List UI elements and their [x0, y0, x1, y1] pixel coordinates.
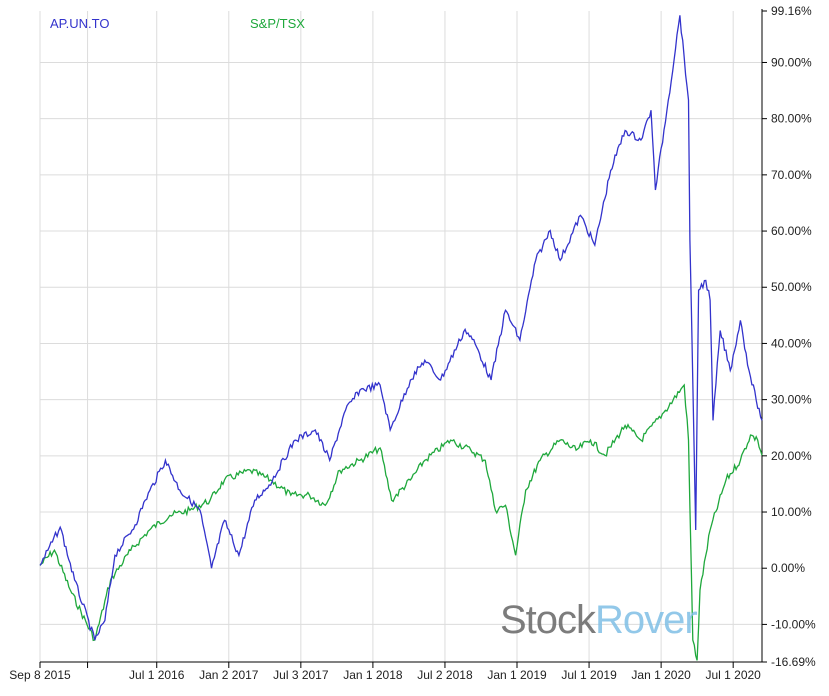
y-tick-label: 80.00% [771, 112, 812, 126]
x-tick-label: Jul 3 2017 [273, 668, 329, 682]
y-tick-label: 40.00% [771, 336, 812, 350]
legend-sp-tsx: S&P/TSX [250, 16, 305, 31]
series-line-ap-un-to [39, 15, 763, 641]
y-tick-label: 50.00% [771, 280, 812, 294]
y-tick-label: 60.00% [771, 224, 812, 238]
x-tick-label: Jan 1 2020 [631, 668, 691, 682]
y-tick-label: -16.69% [771, 655, 816, 669]
stockrover-watermark: StockRover [500, 598, 698, 643]
x-tick-label: Jan 1 2018 [343, 668, 403, 682]
y-tick-label: 20.00% [771, 449, 812, 463]
x-tick-label: Jul 1 2019 [561, 668, 617, 682]
y-tick-label: 90.00% [771, 55, 812, 69]
x-tick-label: Jul 1 2016 [129, 668, 185, 682]
watermark-stock: Stock [500, 598, 596, 642]
x-tick-label: Jul 2 2018 [417, 668, 473, 682]
watermark-rover: Rover [595, 598, 698, 642]
legend-ap-un-to: AP.UN.TO [50, 16, 110, 31]
y-tick-label: -10.00% [771, 617, 816, 631]
y-tick-label: 10.00% [771, 505, 812, 519]
y-tick-label: 99.16% [771, 4, 812, 18]
x-tick-label: Sep 8 2015 [9, 668, 71, 682]
y-tick-label: 70.00% [771, 168, 812, 182]
x-tick-label: Jan 1 2019 [487, 668, 547, 682]
y-tick-label: 30.00% [771, 393, 812, 407]
series-line-s-p-tsx [39, 383, 763, 661]
x-tick-label: Jul 1 2020 [705, 668, 761, 682]
x-tick-label: Jan 2 2017 [199, 668, 259, 682]
y-tick-label: 0.00% [771, 561, 805, 575]
